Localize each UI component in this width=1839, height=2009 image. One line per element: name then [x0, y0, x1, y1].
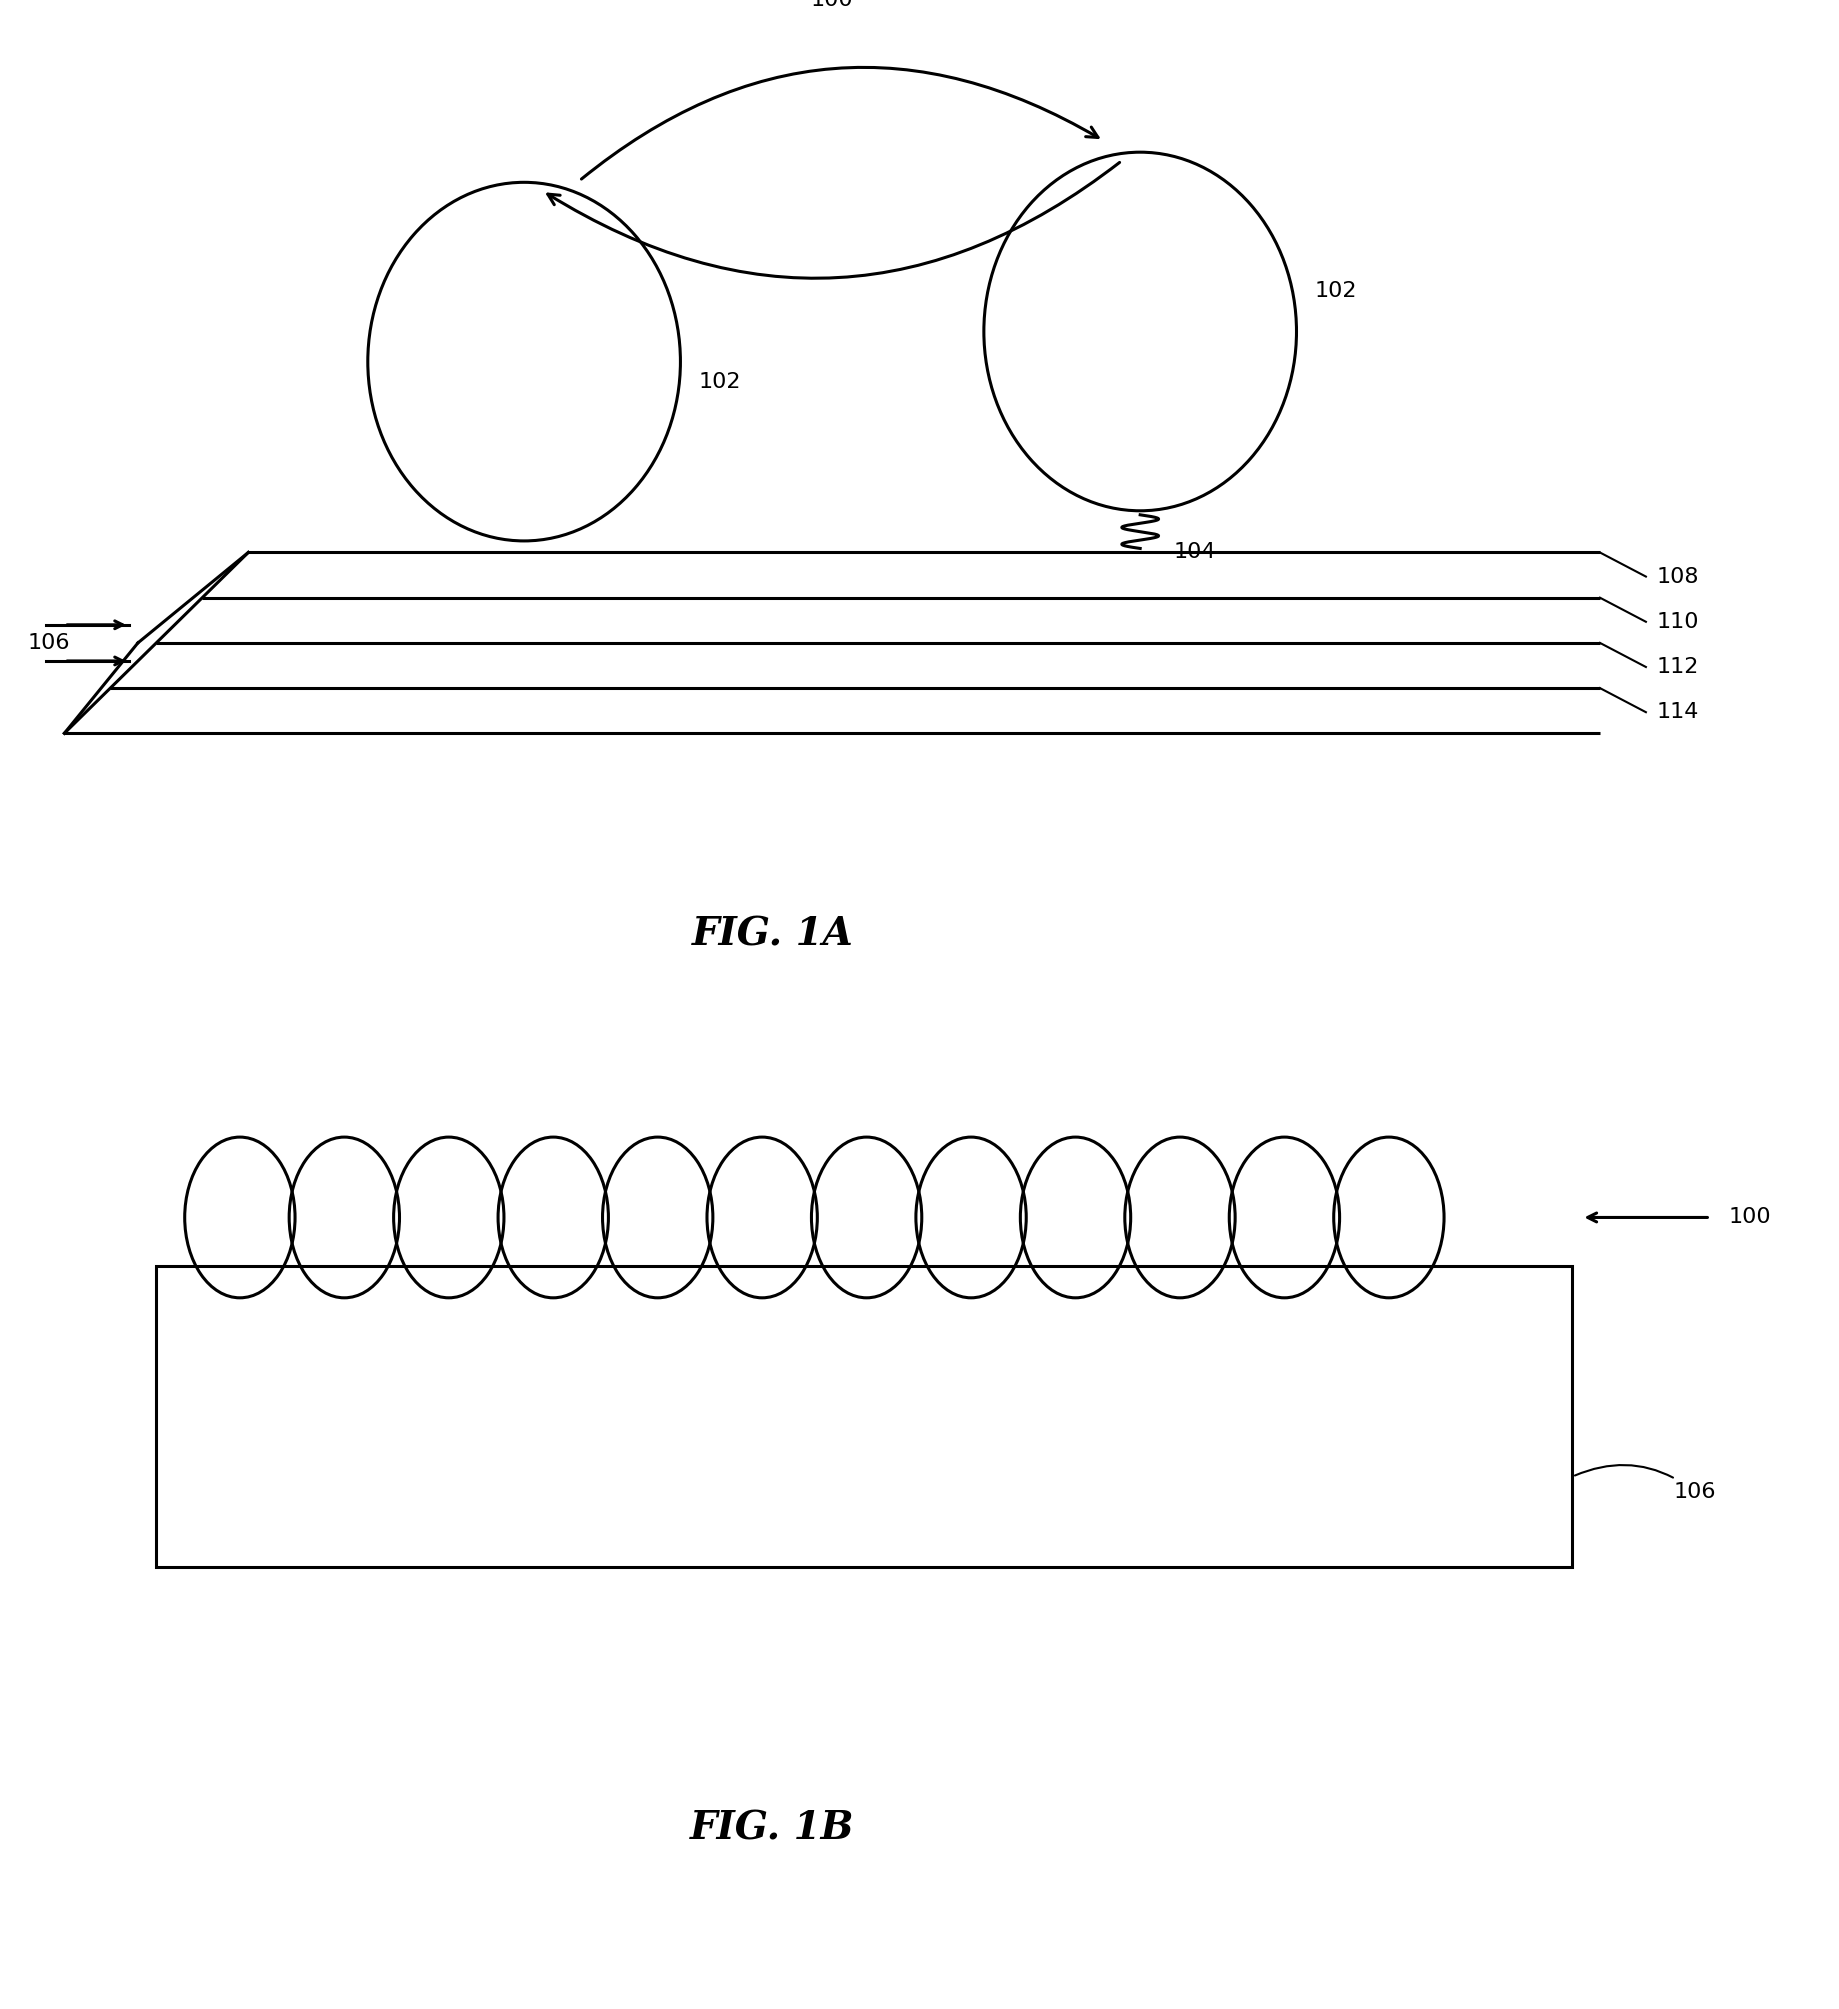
Text: 102: 102: [1315, 281, 1357, 301]
Text: 112: 112: [1657, 657, 1699, 677]
Text: FIG. 1B: FIG. 1B: [690, 1810, 855, 1846]
FancyArrowPatch shape: [548, 163, 1120, 277]
Text: 100: 100: [1729, 1207, 1771, 1227]
Text: FIG. 1A: FIG. 1A: [691, 916, 853, 952]
Text: 106: 106: [28, 633, 70, 653]
Text: 108: 108: [1657, 567, 1699, 587]
Text: 110: 110: [1657, 613, 1699, 631]
Bar: [156, 1266, 1572, 1567]
Text: 106: 106: [1574, 1465, 1716, 1501]
Text: 104: 104: [1173, 542, 1216, 563]
Text: 114: 114: [1657, 703, 1699, 721]
FancyArrowPatch shape: [581, 68, 1098, 179]
Text: 100: 100: [811, 0, 853, 10]
Text: 102: 102: [699, 372, 741, 392]
